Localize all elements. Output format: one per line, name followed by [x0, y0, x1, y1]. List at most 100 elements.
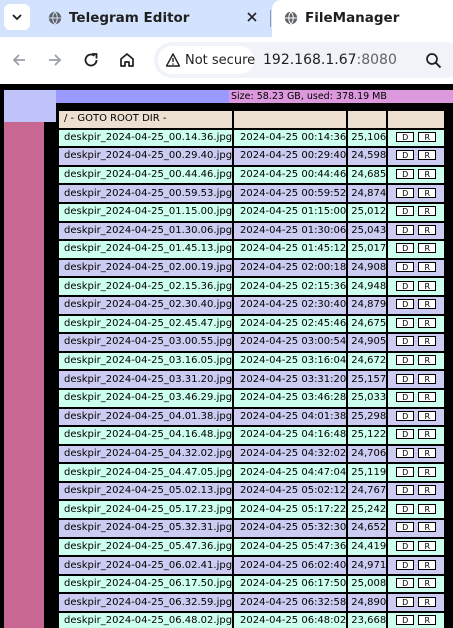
download-button[interactable]: D	[396, 522, 415, 533]
rename-button[interactable]: R	[418, 131, 437, 142]
download-button[interactable]: D	[396, 336, 415, 347]
download-button[interactable]: D	[396, 373, 415, 384]
rename-button[interactable]: R	[418, 355, 437, 366]
download-button[interactable]: D	[396, 131, 415, 142]
file-name-link[interactable]: deskpir_2024-04-25_04.32.02.jpg	[59, 445, 233, 463]
file-name-link[interactable]: deskpir_2024-04-25_00.29.40.jpg	[59, 148, 233, 165]
home-button[interactable]	[116, 49, 138, 71]
file-name-link[interactable]: deskpir_2024-04-25_03.00.55.jpg	[59, 334, 233, 351]
rename-button[interactable]: R	[418, 466, 437, 477]
tab-telegram-editor[interactable]: Telegram Editor	[36, 0, 270, 37]
back-button[interactable]	[8, 49, 30, 71]
file-name-link[interactable]: deskpir_2024-04-25_03.31.20.jpg	[59, 371, 233, 388]
download-button[interactable]: D	[396, 243, 415, 254]
file-name-link[interactable]: deskpir_2024-04-25_06.02.41.jpg	[59, 557, 233, 574]
rename-button[interactable]: R	[418, 447, 437, 458]
download-button[interactable]: D	[396, 429, 415, 440]
rename-button[interactable]: R	[418, 299, 437, 310]
file-name-link[interactable]: deskpir_2024-04-25_02.30.40.jpg	[59, 296, 233, 314]
security-chip[interactable]: Not secure	[158, 46, 255, 74]
rename-button[interactable]: R	[418, 336, 437, 347]
file-name-link[interactable]: deskpir_2024-04-25_00.14.36.jpg	[59, 129, 233, 147]
url-text[interactable]: 192.168.1.67:8080	[263, 52, 397, 68]
download-button[interactable]: D	[396, 540, 415, 551]
rename-button[interactable]: R	[418, 243, 437, 254]
rename-button[interactable]: R	[418, 224, 437, 235]
table-row: deskpir_2024-04-25_05.02.13.jpg 2024-04-2…	[59, 482, 445, 500]
download-button[interactable]: D	[396, 503, 415, 514]
zoom-icon[interactable]	[425, 52, 442, 69]
download-button[interactable]: D	[396, 578, 415, 589]
file-name-link[interactable]: deskpir_2024-04-25_05.47.36.jpg	[59, 538, 233, 556]
download-button[interactable]: D	[396, 392, 415, 403]
file-name-link[interactable]: deskpir_2024-04-25_02.45.47.jpg	[59, 315, 233, 333]
rename-button[interactable]: R	[418, 540, 437, 551]
file-name-link[interactable]: deskpir_2024-04-25_00.44.46.jpg	[59, 166, 233, 184]
rename-button[interactable]: R	[418, 280, 437, 291]
file-name-link[interactable]: deskpir_2024-04-25_02.15.36.jpg	[59, 278, 233, 295]
rename-button[interactable]: R	[418, 578, 437, 589]
close-icon[interactable]	[244, 9, 260, 25]
tab-search-button[interactable]	[4, 4, 30, 30]
download-button[interactable]: D	[396, 169, 415, 180]
forward-button[interactable]	[44, 49, 66, 71]
download-button[interactable]: D	[396, 447, 415, 458]
download-button[interactable]: D	[396, 485, 415, 496]
download-button[interactable]: D	[396, 559, 415, 570]
address-bar[interactable]: Not secure 192.168.1.67:8080	[154, 42, 453, 78]
file-name-link[interactable]: deskpir_2024-04-25_00.59.53.jpg	[59, 185, 233, 202]
file-name-link[interactable]: deskpir_2024-04-25_03.46.29.jpg	[59, 389, 233, 407]
rename-button[interactable]: R	[418, 615, 437, 626]
download-button[interactable]: D	[396, 317, 415, 328]
file-name-link[interactable]: deskpir_2024-04-25_06.48.02.jpg	[59, 613, 233, 628]
rename-button[interactable]: R	[418, 429, 437, 440]
file-name-link[interactable]: deskpir_2024-04-25_06.32.59.jpg	[59, 594, 233, 612]
rename-button[interactable]: R	[418, 410, 437, 421]
rename-button[interactable]: R	[418, 150, 437, 161]
download-button[interactable]: D	[396, 224, 415, 235]
rename-button[interactable]: R	[418, 187, 437, 198]
file-name-link[interactable]: deskpir_2024-04-25_04.01.38.jpg	[59, 408, 233, 426]
tab-filemanager[interactable]: FileManager	[272, 0, 453, 37]
rename-button[interactable]: R	[418, 503, 437, 514]
file-name-link[interactable]: deskpir_2024-04-25_05.32.31.jpg	[59, 520, 233, 537]
rename-button[interactable]: R	[418, 559, 437, 570]
download-button[interactable]: D	[396, 262, 415, 273]
file-name-link[interactable]: deskpir_2024-04-25_06.17.50.jpg	[59, 575, 233, 593]
download-button[interactable]: D	[396, 466, 415, 477]
download-button[interactable]: D	[396, 280, 415, 291]
download-button[interactable]: D	[396, 187, 415, 198]
download-button[interactable]: D	[396, 596, 415, 607]
file-name-link[interactable]: deskpir_2024-04-25_04.47.05.jpg	[59, 464, 233, 481]
root-dir-row[interactable]: / - GOTO ROOT DIR -	[59, 111, 445, 128]
rename-button[interactable]: R	[418, 317, 437, 328]
file-name-link[interactable]: deskpir_2024-04-25_02.00.19.jpg	[59, 259, 233, 277]
file-name-link[interactable]: deskpir_2024-04-25_01.30.06.jpg	[59, 222, 233, 240]
file-name-link[interactable]: deskpir_2024-04-25_05.17.23.jpg	[59, 501, 233, 519]
download-button[interactable]: D	[396, 410, 415, 421]
rename-button[interactable]: R	[418, 262, 437, 273]
rename-button[interactable]: R	[418, 373, 437, 384]
download-button[interactable]: D	[396, 355, 415, 366]
rename-button[interactable]: R	[418, 206, 437, 217]
reload-button[interactable]	[80, 49, 102, 71]
rename-button[interactable]: R	[418, 485, 437, 496]
file-name-link[interactable]: deskpir_2024-04-25_01.45.13.jpg	[59, 241, 233, 258]
download-button[interactable]: D	[396, 299, 415, 310]
file-name-link[interactable]: deskpir_2024-04-25_04.16.48.jpg	[59, 427, 233, 444]
download-button[interactable]: D	[396, 615, 415, 626]
arrow-right-icon	[49, 54, 62, 66]
rename-button[interactable]: R	[418, 596, 437, 607]
rename-button[interactable]: R	[418, 522, 437, 533]
file-name-link[interactable]: deskpir_2024-04-25_03.16.05.jpg	[59, 352, 233, 370]
download-button[interactable]: D	[396, 206, 415, 217]
rename-button[interactable]: R	[418, 392, 437, 403]
file-name-link[interactable]: deskpir_2024-04-25_01.15.00.jpg	[59, 203, 233, 221]
download-button[interactable]: D	[396, 150, 415, 161]
file-size: 24,419	[348, 538, 387, 556]
file-name-link[interactable]: deskpir_2024-04-25_05.02.13.jpg	[59, 482, 233, 500]
root-dir-link[interactable]: / - GOTO ROOT DIR -	[59, 111, 233, 128]
rename-button[interactable]: R	[418, 169, 437, 180]
